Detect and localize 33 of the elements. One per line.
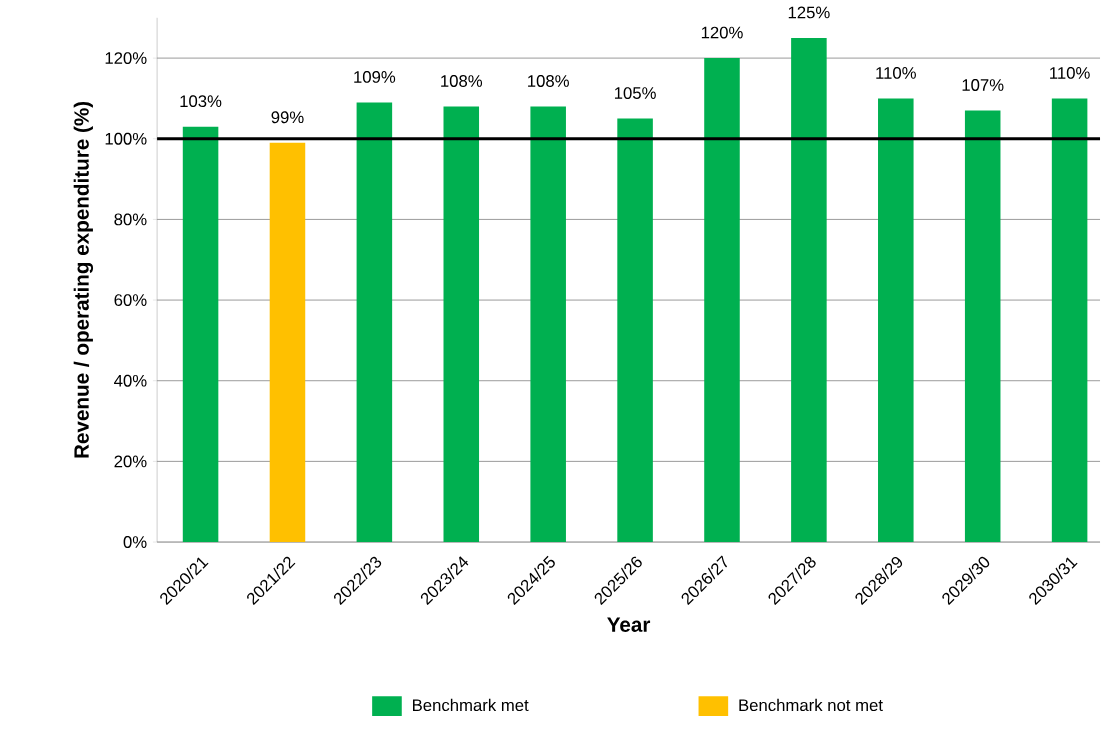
x-axis-title: Year	[607, 617, 651, 633]
y-tick-label: 80%	[114, 213, 147, 226]
data-label: 103%	[180, 95, 222, 108]
data-label: 120%	[701, 26, 743, 39]
y-tick-label: 60%	[114, 294, 147, 307]
bar	[356, 102, 393, 543]
legend-label: Benchmark not met	[739, 699, 883, 712]
bar	[182, 126, 219, 543]
y-tick-label: 120%	[105, 52, 147, 65]
data-label: 108%	[528, 75, 569, 88]
data-label: 125%	[788, 6, 830, 19]
y-axis-title: Revenue / operating expenditure (%)	[73, 102, 94, 458]
data-label: 110%	[876, 67, 916, 80]
y-tick-label: 0%	[123, 536, 147, 549]
bar	[704, 58, 740, 543]
legend-label: Benchmark met	[413, 699, 529, 712]
data-label: 110%	[1050, 67, 1090, 80]
data-label: 105%	[614, 87, 656, 100]
bar	[964, 110, 1001, 543]
y-tick-label: 20%	[114, 455, 147, 468]
data-label: 99%	[271, 111, 304, 124]
bar	[269, 142, 306, 543]
bar	[1051, 98, 1088, 543]
bar	[530, 106, 566, 543]
data-label: 109%	[354, 71, 396, 84]
bar	[443, 106, 480, 543]
data-label: 107%	[962, 79, 1004, 92]
bar	[878, 98, 914, 543]
bar	[791, 38, 827, 543]
y-tick-label: 100%	[105, 133, 147, 145]
bar	[617, 118, 653, 543]
data-label: 108%	[441, 75, 483, 88]
y-tick-label: 40%	[114, 375, 147, 387]
